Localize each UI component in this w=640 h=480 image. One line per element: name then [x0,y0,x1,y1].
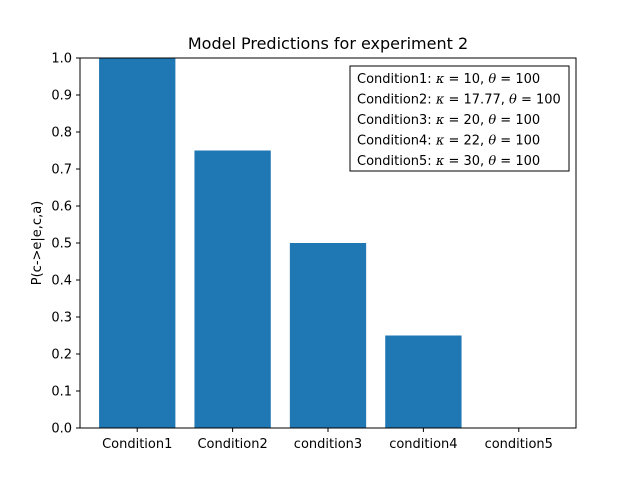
legend-entry-2: Condition2: κ = 17.77, θ = 100 [357,93,561,108]
legend-entries: Condition1: κ = 10, θ = 100 Condition2: κ… [357,72,561,169]
legend-frame [349,65,570,172]
y-tick-label: 0.1 [51,385,72,400]
chart-title: Model Predictions for experiment 2 [188,34,468,53]
y-tick-label: 0.7 [51,163,72,178]
y-tick-label: 0.2 [51,348,72,363]
bar-4 [385,335,462,428]
legend-entry-3: Condition3: κ = 20, θ = 100 [357,113,540,128]
legend-entry-4: Condition4: κ = 22, θ = 100 [357,134,540,149]
bar-3 [289,243,367,428]
y-axis-label: P(c->e|e,c,a) [30,201,45,285]
y-tick-label: 0.8 [51,126,72,141]
y-tick-label: 0.9 [51,89,72,104]
x-axis: Condition1 Condition2 condition3 condition4… [102,428,553,452]
y-tick-label: 0.3 [51,311,72,326]
bar-1 [99,58,176,428]
y-tick-label: 0.5 [51,237,72,252]
bar-2 [194,150,271,428]
bars-layer [99,58,462,428]
y-tick-label: 0.6 [51,200,72,215]
x-tick-label: Condition2 [197,437,267,452]
y-tick-label: 0.0 [51,422,72,437]
x-tick-label: condition5 [485,437,553,452]
legend-entry-5: Condition5: κ = 30, θ = 100 [357,154,540,169]
y-tick-label: 0.4 [51,274,72,289]
legend-entry-1: Condition1: κ = 10, θ = 100 [357,72,540,87]
x-tick-label: Condition1 [102,437,172,452]
y-axis: 0.0 0.1 0.2 0.3 0.4 0.5 0.6 0.7 0.8 0.9 1.0 [51,52,80,437]
x-tick-label: condition4 [389,437,457,452]
legend: Condition1: κ = 10, θ = 100 Condition2: κ… [349,65,570,172]
y-tick-label: 1.0 [51,52,72,67]
x-tick-label: condition3 [294,437,362,452]
